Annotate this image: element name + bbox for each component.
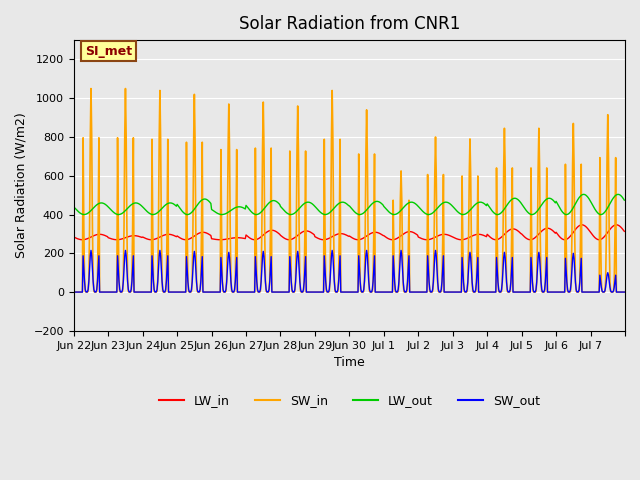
SW_in	[406, 289, 414, 295]
SW_in	[437, 288, 445, 294]
LW_out	[218, 212, 225, 217]
LW_in	[437, 232, 445, 238]
LW_out	[134, 201, 142, 206]
Y-axis label: Solar Radiation (W/m2): Solar Radiation (W/m2)	[15, 113, 28, 258]
SW_out	[620, 289, 628, 295]
LW_in	[620, 228, 628, 234]
Line: LW_out: LW_out	[74, 194, 624, 215]
SW_out	[285, 289, 292, 295]
LW_in	[79, 237, 86, 242]
LW_in	[135, 234, 143, 240]
LW_in	[264, 229, 271, 235]
SW_in	[236, 289, 244, 295]
LW_out	[236, 204, 244, 210]
SW_in	[620, 289, 628, 295]
SW_out	[70, 289, 77, 295]
Line: SW_out: SW_out	[74, 251, 624, 292]
LW_out	[70, 204, 77, 210]
LW_out	[406, 199, 414, 205]
LW_in	[236, 235, 244, 240]
LW_out	[264, 202, 271, 207]
LW_in	[578, 222, 586, 228]
SW_in	[70, 289, 77, 295]
SW_in	[87, 86, 95, 92]
LW_in	[285, 237, 292, 242]
Legend: LW_in, SW_in, LW_out, SW_out: LW_in, SW_in, LW_out, SW_out	[154, 389, 545, 412]
Title: Solar Radiation from CNR1: Solar Radiation from CNR1	[239, 15, 460, 33]
SW_out	[264, 289, 271, 295]
SW_out	[236, 289, 244, 295]
SW_out	[406, 289, 414, 295]
LW_in	[406, 229, 414, 235]
Text: SI_met: SI_met	[85, 45, 132, 58]
Line: LW_in: LW_in	[74, 225, 624, 240]
LW_out	[437, 201, 445, 207]
LW_out	[620, 197, 628, 203]
SW_out	[437, 287, 445, 292]
SW_in	[285, 289, 292, 295]
X-axis label: Time: Time	[334, 356, 365, 369]
Line: SW_in: SW_in	[74, 89, 624, 292]
SW_out	[135, 289, 143, 295]
SW_in	[135, 289, 143, 295]
LW_out	[580, 192, 588, 197]
SW_in	[264, 289, 271, 295]
LW_in	[70, 234, 77, 240]
SW_out	[87, 248, 95, 253]
LW_out	[285, 211, 292, 217]
